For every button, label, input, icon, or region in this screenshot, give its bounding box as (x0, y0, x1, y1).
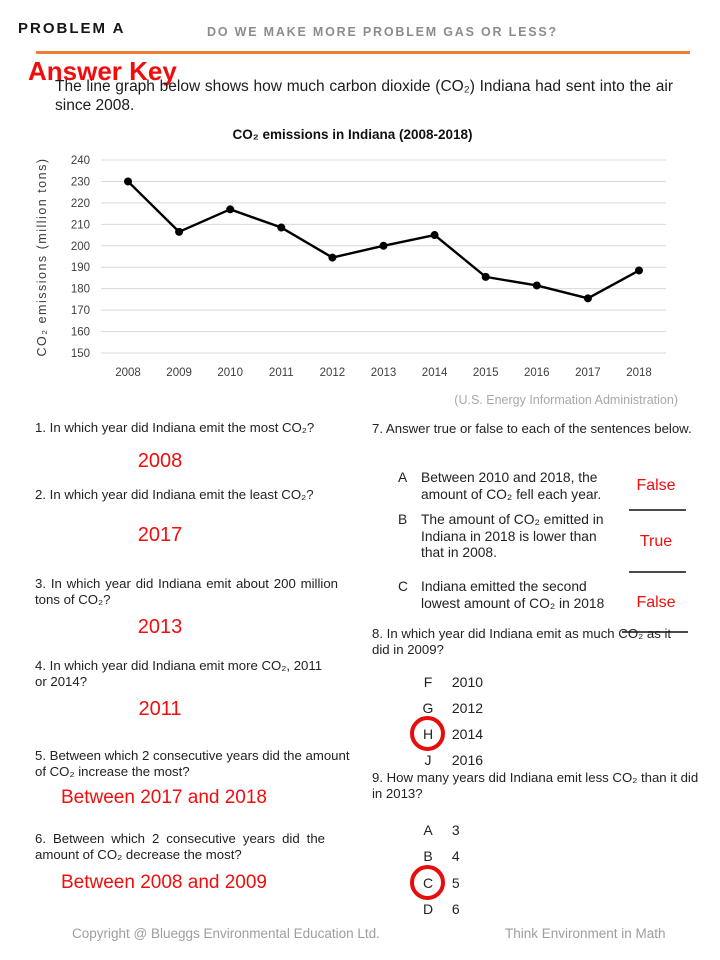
option-value: 2010 (451, 674, 484, 690)
question-3: 3. In which year did Indiana emit about … (35, 576, 338, 607)
page-title: DO WE MAKE MORE PROBLEM GAS OR LESS? (207, 25, 558, 39)
answer-blank-line (629, 571, 686, 573)
data-point-2018 (635, 266, 643, 275)
statement-b-letter: B (398, 512, 408, 527)
option-g: G 2012 (420, 700, 484, 716)
y-tick-label: 220 (71, 198, 90, 210)
emissions-line (127, 180, 640, 300)
x-tick-label: 2013 (371, 367, 397, 379)
chart-title: CO₂ emissions in Indiana (2008-2018) (232, 127, 473, 142)
answer-circle-q8 (410, 716, 445, 751)
question-9: 9. How many years did Indiana emit less … (372, 770, 699, 801)
data-point-2013 (379, 241, 388, 250)
x-tick-label: 2017 (575, 367, 601, 379)
statement-c-letter: C (398, 579, 408, 594)
statement-c-text: Indiana emitted the second lowest amount… (421, 579, 605, 611)
footer-tagline: Think Environment in Math (505, 926, 666, 941)
statement-c-answer: False (636, 594, 676, 611)
option-j: J 2016 (420, 752, 484, 768)
answer-3: 2013 (137, 616, 183, 638)
option-value: 4 (451, 848, 460, 864)
answer-blank-line (629, 509, 686, 511)
option-letter: G (422, 700, 434, 716)
header-divider (36, 51, 690, 54)
option-letter: J (424, 752, 432, 768)
answer-2: 2017 (137, 524, 183, 546)
x-tick-label: 2012 (320, 367, 346, 379)
option-value: 6 (451, 901, 460, 917)
data-point-2010 (226, 205, 235, 214)
option-value: 2016 (451, 752, 484, 768)
question-8: 8. In which year did Indiana emit as muc… (372, 626, 672, 657)
statement-c: C Indiana emitted the second lowest amou… (398, 579, 611, 612)
answer-6: Between 2008 and 2009 (60, 872, 267, 893)
option-f: F 2010 (420, 674, 483, 690)
data-point-2015 (481, 272, 490, 281)
option-b: B 4 (420, 848, 460, 864)
answer-5: Between 2017 and 2018 (60, 787, 267, 808)
option-value: 5 (451, 875, 460, 891)
statement-b-answer: True (639, 533, 673, 550)
y-tick-label: 180 (71, 284, 90, 296)
y-tick-label: 150 (71, 348, 90, 360)
data-point-2017 (583, 294, 592, 303)
y-tick-label: 170 (71, 305, 90, 317)
problem-label: PROBLEM A (18, 20, 126, 37)
question-1: 1. In which year did Indiana emit the mo… (35, 420, 315, 435)
option-value: 3 (451, 822, 460, 838)
option-value: 2012 (451, 700, 484, 716)
statement-a-letter: A (398, 470, 408, 485)
y-tick-label: 240 (71, 155, 90, 167)
x-tick-label: 2010 (217, 367, 243, 379)
y-tick-label: 230 (71, 176, 90, 188)
intro-paragraph: The line graph below shows how much carb… (55, 78, 673, 114)
question-7: 7. Answer true or false to each of the s… (372, 421, 692, 436)
option-letter: B (423, 848, 433, 864)
y-tick-label: 190 (71, 262, 90, 274)
chart-source: (U.S. Energy Information Administration) (454, 393, 678, 407)
option-value: 2014 (451, 726, 484, 742)
x-tick-label: 2011 (269, 367, 294, 379)
answer-1: 2008 (137, 450, 183, 472)
option-a: A 3 (420, 822, 460, 838)
y-tick-label: 210 (71, 219, 90, 231)
data-point-2011 (277, 223, 286, 232)
y-axis-title: CO₂ emissions (million tons) (35, 158, 49, 357)
x-tick-label: 2015 (473, 367, 499, 379)
question-6: 6. Between which 2 consecutive years did… (35, 831, 325, 862)
option-letter: F (423, 674, 433, 690)
answer-circle-q9 (410, 865, 445, 900)
option-d: D 6 (420, 901, 460, 917)
option-letter: D (422, 901, 434, 917)
x-tick-label: 2008 (115, 367, 141, 379)
data-point-2008 (124, 177, 132, 186)
question-2: 2. In which year did Indiana emit the le… (35, 487, 314, 502)
statement-a: A Between 2010 and 2018, the amount of C… (398, 470, 611, 503)
footer-copyright: Copyright @ Blueggs Environmental Educat… (72, 926, 380, 941)
statement-a-text: Between 2010 and 2018, the amount of CO₂… (421, 470, 602, 502)
data-point-2014 (430, 231, 439, 240)
data-point-2012 (328, 253, 337, 262)
option-letter: A (423, 822, 433, 838)
x-tick-label: 2009 (166, 367, 192, 379)
y-tick-label: 200 (71, 241, 90, 253)
x-tick-label: 2014 (422, 367, 448, 379)
answer-4: 2011 (138, 698, 182, 720)
answer-key-stamp: Answer Key (28, 56, 177, 86)
x-tick-label: 2018 (626, 367, 652, 379)
co2-line-chart: 150 160 170 180 190 200 210 220 230 240 2008 2009 20… (35, 155, 666, 379)
answer-blank-line (622, 631, 688, 633)
y-tick-label: 160 (71, 327, 90, 339)
statement-b: B The amount of CO₂ emitted in Indiana i… (398, 512, 611, 562)
statement-a-answer: False (636, 477, 676, 494)
data-point-2009 (175, 227, 184, 236)
x-tick-label: 2016 (524, 367, 550, 379)
statement-b-text: The amount of CO₂ emitted in Indiana in … (421, 512, 604, 561)
question-5: 5. Between which 2 consecutive years did… (35, 748, 350, 779)
question-4: 4. In which year did Indiana emit more C… (35, 658, 323, 689)
data-point-2016 (532, 281, 541, 290)
